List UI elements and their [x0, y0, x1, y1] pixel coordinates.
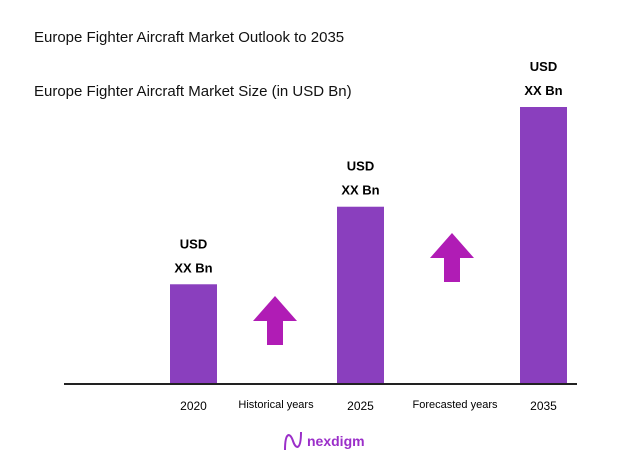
- nexdigm-wave-icon: [284, 431, 302, 451]
- x-tick-label: 2020: [180, 399, 207, 413]
- period-label-historical: Historical years: [238, 399, 314, 411]
- data-label-value: XX Bn: [524, 83, 562, 98]
- x-tick-label: 2025: [347, 399, 374, 413]
- data-label-value: XX Bn: [174, 260, 212, 275]
- up-arrow-icon: [430, 233, 474, 282]
- logo-text: nexdigm: [307, 433, 365, 449]
- x-tick-label: 2035: [530, 399, 557, 413]
- logo: nexdigm: [282, 430, 365, 452]
- period-label-forecasted: Forecasted years: [413, 399, 498, 411]
- bar-2025: [337, 206, 384, 384]
- data-label-currency: USD: [347, 159, 374, 174]
- chart-title: Europe Fighter Aircraft Market Outlook t…: [34, 29, 345, 46]
- bar-2020: [170, 284, 217, 384]
- data-label-currency: USD: [180, 236, 207, 251]
- data-label-currency: USD: [530, 59, 557, 74]
- data-label-value: XX Bn: [341, 183, 379, 198]
- bar-2035: [520, 107, 567, 384]
- chart-subtitle: Europe Fighter Aircraft Market Size (in …: [34, 83, 352, 100]
- up-arrow-icon: [253, 296, 297, 345]
